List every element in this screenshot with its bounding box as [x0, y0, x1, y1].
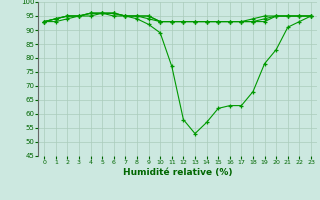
X-axis label: Humidité relative (%): Humidité relative (%) [123, 168, 232, 177]
